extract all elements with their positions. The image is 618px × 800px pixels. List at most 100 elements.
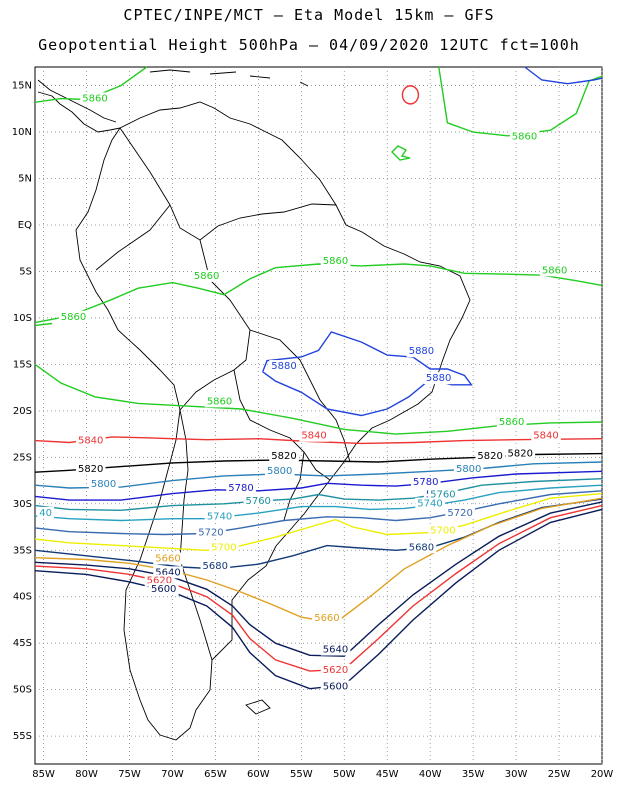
chart-title-line1: CPTEC/INPE/MCT – Eta Model 15km – GFS [123, 6, 495, 24]
lat-tick-label: 10N [12, 127, 32, 138]
contour-label-bg [423, 372, 454, 385]
lon-tick-label: 45W [376, 769, 399, 780]
contour-label: 5740 [417, 499, 442, 510]
contour-line-5840 [34, 436, 603, 445]
contour-label-bg [406, 541, 437, 554]
lat-tick-label: 40S [13, 592, 32, 603]
map-frame [34, 66, 603, 765]
contour-label: 5860 [323, 256, 348, 267]
contour-label-bg [75, 434, 106, 447]
contour-label-bg [269, 360, 299, 373]
lon-tick-label: 65W [204, 769, 227, 780]
contour-label: 5640 [155, 567, 180, 578]
contour-label: 5860 [194, 271, 219, 282]
lon-tick-label: 25W [548, 769, 571, 780]
lat-tick-label: 35S [13, 545, 32, 556]
contour-label: 5860 [61, 312, 86, 323]
contour-label: 5700 [211, 542, 236, 553]
contour-line-5880 [524, 66, 603, 85]
contour-label: 5700 [430, 526, 455, 537]
contour-label-bg [320, 643, 351, 656]
central-america-coastline [37, 91, 121, 133]
contour-label: 40 [39, 508, 52, 519]
contour-line-5700 [34, 492, 603, 552]
contour-label-bg [415, 497, 445, 510]
lon-tick-label: 60W [247, 769, 270, 780]
contour-label: 5820 [271, 451, 296, 462]
lat-tick-label: 45S [13, 638, 32, 649]
contour-label: 5780 [228, 483, 253, 494]
lon-tick-label: 55W [290, 769, 313, 780]
contour-label-bg [312, 611, 342, 624]
closed-contour-red [401, 85, 420, 105]
contour-label-bg [204, 395, 235, 408]
lat-tick-label: 15S [13, 359, 32, 370]
contour-label: 5760 [245, 496, 270, 507]
contour-label: 5820 [78, 464, 103, 475]
contour-label: 5840 [533, 431, 558, 442]
lon-tick-label: 50W [333, 769, 356, 780]
contour-label: 5860 [207, 396, 232, 407]
contour-label: 5860 [512, 131, 537, 142]
contour-label-bg [475, 450, 506, 463]
contour-label-bg [496, 415, 527, 428]
contour-label: 5680 [409, 542, 434, 553]
contour-label-bg [320, 255, 351, 268]
contour-label-bg [80, 92, 110, 105]
contour-label: 5660 [155, 553, 180, 564]
contour-line-5640 [34, 501, 603, 657]
contour-line-5720 [34, 490, 603, 536]
contour-label-bg [406, 345, 437, 358]
contour-label-bg [88, 478, 119, 491]
contour-label-bg [539, 264, 570, 277]
coastlines-and-borders [37, 69, 471, 741]
grid-lines [35, 67, 603, 764]
contour-label-bg [509, 130, 540, 143]
country-borders [95, 127, 351, 661]
contour-label-bg [196, 526, 226, 539]
contour-label: 5780 [413, 477, 438, 488]
south-america-coastline [75, 101, 471, 741]
contour-line-5740 [34, 484, 603, 522]
contour-label-bg [531, 429, 561, 442]
contour-label-bg [445, 506, 475, 519]
contour-line-5660 [34, 497, 603, 624]
lon-tick-label: 80W [75, 769, 98, 780]
contour-label: 5820 [508, 448, 533, 459]
contour-line-5620 [34, 504, 603, 672]
contour-line-5780 [34, 470, 603, 501]
contour-label-bg [58, 310, 89, 323]
contour-label-bg [320, 663, 351, 676]
contour-line-5860 [34, 263, 603, 324]
contour-label-bg [200, 559, 231, 572]
lat-tick-label: 10S [13, 313, 32, 324]
lat-tick-label: 25S [13, 452, 32, 463]
contour-label-bg [204, 510, 235, 523]
height-contours [34, 66, 603, 690]
contour-label-bg [299, 429, 329, 442]
contour-line-5880 [262, 331, 473, 417]
lon-tick-label: 40W [419, 769, 442, 780]
contour-label: 5800 [91, 479, 116, 490]
contour-label-bg [191, 269, 222, 282]
contour-label: 5860 [542, 265, 567, 276]
contour-label: 5880 [271, 361, 296, 372]
lat-tick-label: 5S [19, 266, 32, 277]
chart-title-line2: Geopotential Height 500hPa – 04/09/2020 … [38, 36, 580, 54]
lat-tick-label: 50S [13, 685, 32, 696]
lon-tick-label: 75W [118, 769, 141, 780]
contour-label: 5880 [409, 346, 434, 357]
lon-tick-label: 20W [591, 769, 614, 780]
contour-label-bg [75, 463, 106, 476]
contour-labels: 5860 5860 5860 5860 5860 5860 5860 5860 5880 5880… [37, 92, 570, 693]
contour-label: 5820 [477, 451, 502, 462]
contour-label-bg [264, 465, 295, 478]
contour-label-bg [226, 481, 256, 494]
contour-label-bg [428, 488, 458, 501]
contour-label: 5640 [323, 644, 348, 655]
falkland-islands [245, 699, 271, 715]
contour-label-bg [320, 680, 351, 693]
contour-label: 5740 [207, 512, 232, 523]
contour-label-bg [505, 447, 536, 460]
contour-label: 5840 [78, 435, 103, 446]
